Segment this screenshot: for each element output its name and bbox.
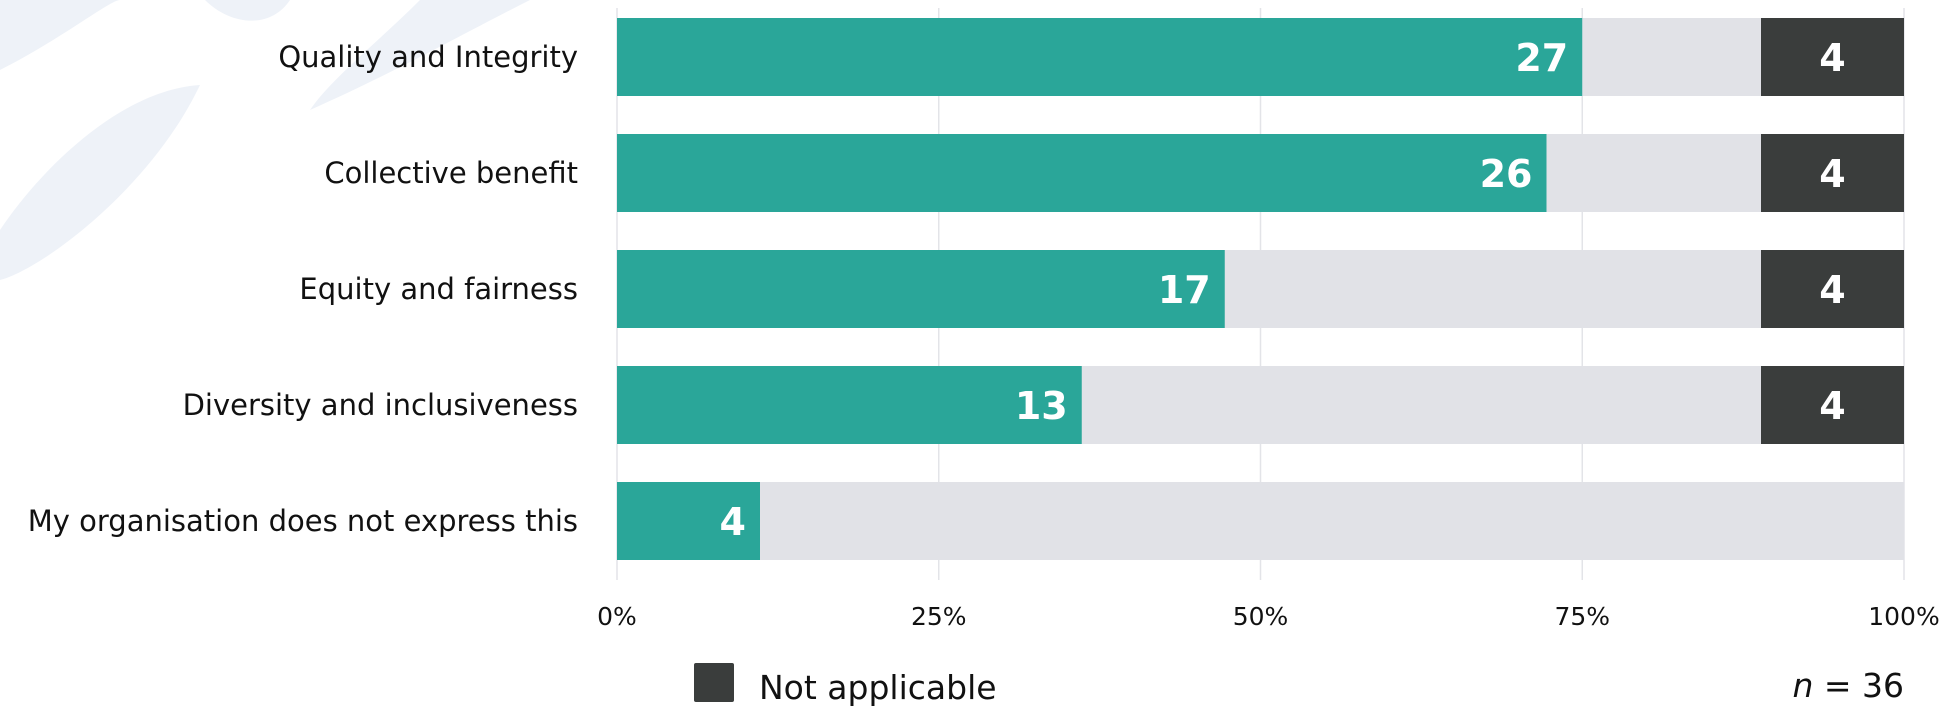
category-label: Equity and fairness — [299, 272, 578, 306]
bar-not-applicable — [1761, 134, 1904, 212]
sample-size-value: = 36 — [1813, 666, 1904, 705]
bar-not-applicable — [1761, 18, 1904, 96]
bar-value — [617, 250, 1225, 328]
sample-size-symbol: n — [1792, 666, 1813, 705]
x-tick-label: 100% — [1868, 602, 1939, 631]
bar-value-label: 4 — [720, 500, 746, 544]
bar-remainder — [617, 482, 1904, 560]
bar-not-applicable — [1761, 366, 1904, 444]
bar-value — [617, 366, 1082, 444]
legend: Not applicable — [694, 663, 997, 707]
decorative-background — [0, 0, 530, 280]
legend-label-not-applicable: Not applicable — [759, 668, 997, 707]
category-label: Diversity and inclusiveness — [183, 388, 578, 422]
category-label: Quality and Integrity — [278, 40, 578, 74]
decorative-leaf-shape — [205, 0, 290, 21]
category-label: Collective benefit — [324, 156, 578, 190]
bar-value — [617, 18, 1583, 96]
bar-not-applicable-label: 4 — [1819, 268, 1845, 312]
x-tick-label: 25% — [911, 602, 967, 631]
bar-value — [617, 134, 1547, 212]
decorative-leaf-shape — [310, 0, 530, 110]
decorative-leaf-shape — [0, 85, 200, 280]
bar-value-label: 13 — [1015, 384, 1068, 428]
sample-size-annotation: n = 36 — [1792, 666, 1904, 705]
bar-not-applicable-label: 4 — [1819, 152, 1845, 196]
legend-swatch-not-applicable — [694, 663, 734, 702]
category-labels: Quality and Integrity Collective benefit E… — [28, 40, 578, 538]
category-label: My organisation does not express this — [28, 504, 578, 538]
bar-value-label: 17 — [1158, 268, 1211, 312]
x-tick-label: 50% — [1233, 602, 1289, 631]
bar-value-label: 27 — [1515, 36, 1568, 80]
x-tick-label: 75% — [1554, 602, 1610, 631]
bar-not-applicable-label: 4 — [1819, 384, 1845, 428]
x-axis-ticks: 0% 25% 50% 75% 100% — [597, 602, 1940, 631]
bar-value — [617, 482, 760, 560]
x-tick-label: 0% — [597, 602, 637, 631]
bar-not-applicable — [1761, 250, 1904, 328]
bars: 27 4 26 4 17 4 13 4 4 — [617, 18, 1904, 560]
bar-not-applicable-label: 4 — [1819, 36, 1845, 80]
bar-value-label: 26 — [1480, 152, 1533, 196]
decorative-leaf-shape — [0, 0, 120, 70]
